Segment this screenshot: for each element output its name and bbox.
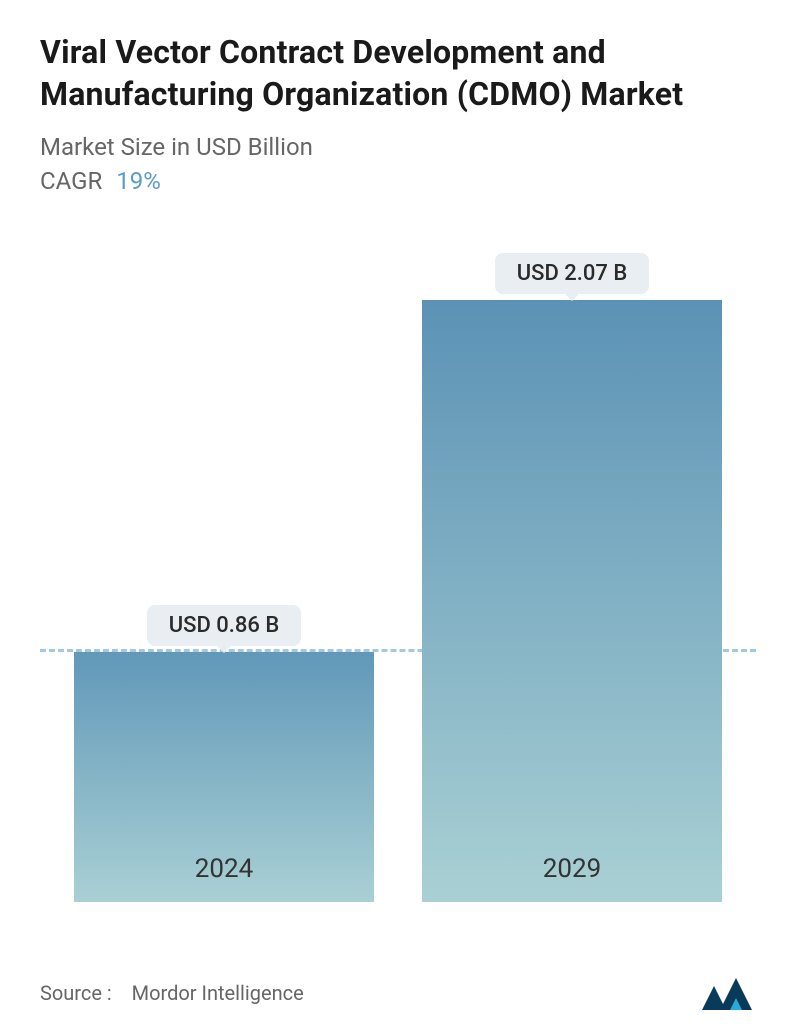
cagr-row: CAGR 19% (40, 167, 756, 195)
bar-wrap-2024: USD 0.86 B2024 (74, 605, 374, 902)
chart-plot-area: USD 0.86 B2024USD 2.07 B2029 (40, 215, 756, 962)
chart-title: Viral Vector Contract Development and Ma… (40, 32, 756, 115)
source-text: Source : Mordor Intelligence (40, 981, 304, 1005)
cagr-value: 19% (116, 167, 161, 195)
value-pill: USD 2.07 B (495, 253, 650, 294)
chart-subtitle: Market Size in USD Billion (40, 133, 756, 161)
source-name: Mordor Intelligence (132, 981, 304, 1005)
x-axis-label: 2029 (422, 854, 722, 950)
bar (422, 300, 722, 902)
chart-container: Viral Vector Contract Development and Ma… (0, 0, 796, 1034)
value-pill: USD 0.86 B (147, 605, 302, 646)
source-label: Source : (40, 981, 112, 1005)
cagr-label: CAGR (40, 167, 102, 195)
chart-footer: Source : Mordor Intelligence (40, 962, 756, 1034)
brand-logo-icon (700, 974, 756, 1012)
bars-group: USD 0.86 B2024USD 2.07 B2029 (40, 262, 756, 902)
bar-wrap-2029: USD 2.07 B2029 (422, 253, 722, 902)
x-axis-label: 2024 (74, 854, 374, 950)
